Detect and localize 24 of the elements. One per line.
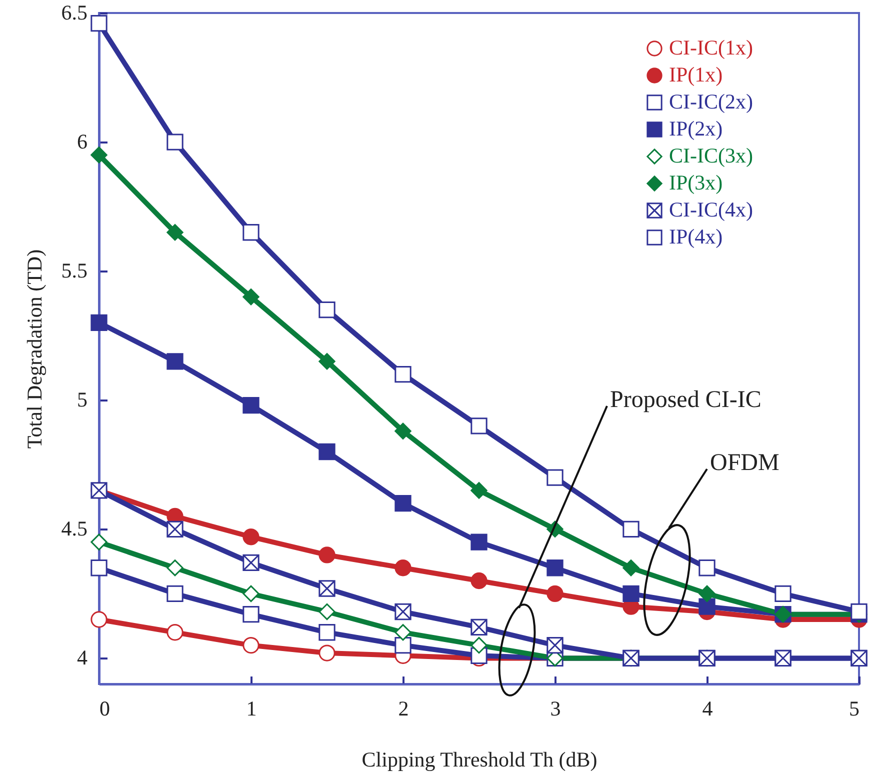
- legend-label: IP(2x): [669, 116, 723, 140]
- x-tick-label: 2: [398, 696, 409, 720]
- x-axis-title: Clipping Threshold Th (dB): [362, 748, 598, 772]
- x-tick-label: 5: [849, 696, 860, 720]
- y-tick-label: 6.5: [61, 0, 88, 24]
- y-tick-label: 5.5: [61, 258, 88, 283]
- legend-label: CI-IC(3x): [669, 144, 753, 168]
- legend-label: CI-IC(2x): [669, 90, 753, 114]
- y-tick-label: 6: [77, 130, 88, 154]
- x-tick-label: 3: [550, 696, 561, 720]
- x-tick-label: 0: [100, 696, 110, 720]
- y-tick-label: 4.5: [61, 516, 88, 541]
- legend-label: IP(1x): [669, 62, 723, 86]
- annotation: Proposed CI-IC: [610, 387, 762, 413]
- y-axis-title: Total Degradation (TD): [22, 249, 46, 449]
- y-tick-label: 4: [77, 646, 88, 670]
- annotation: OFDM: [710, 450, 780, 476]
- legend-label: CI-IC(1x): [669, 36, 753, 60]
- x-tick-label: 4: [702, 696, 714, 720]
- x-tick-label: 1: [246, 696, 257, 720]
- legend-label: IP(3x): [669, 170, 723, 194]
- legend-label: IP(4x): [669, 224, 723, 248]
- y-tick-label: 5: [77, 388, 88, 412]
- legend-label: CI-IC(4x): [669, 198, 753, 222]
